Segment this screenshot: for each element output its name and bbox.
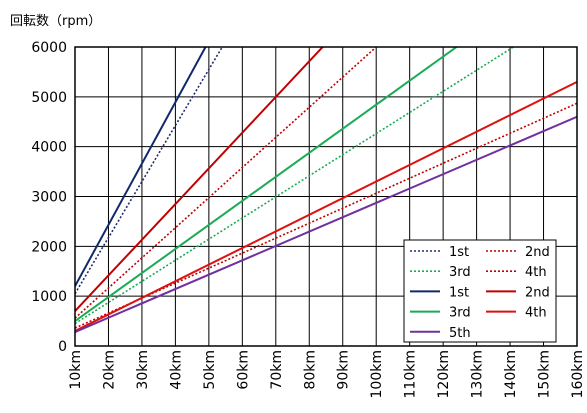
x-tick-label: 60km — [235, 350, 251, 390]
legend-label: 3rd — [449, 265, 471, 280]
series-line-5th-solid — [75, 115, 577, 333]
series-line-1st-dotted — [75, 47, 223, 295]
x-tick-label: 20km — [101, 350, 117, 390]
x-tick-labels: 10km 20km 30km 40km 50km 60km 70km 80km 90km 100k… — [68, 350, 586, 398]
y-tick-label: 3000 — [31, 190, 67, 206]
series-line-3rd-solid — [75, 47, 458, 322]
x-tick-label: 80km — [302, 350, 318, 390]
y-tick-label: 1000 — [31, 289, 67, 305]
legend-label: 5th — [449, 326, 471, 341]
legend-label: 1st — [449, 245, 469, 260]
y-tick-label: 0 — [58, 339, 67, 355]
legend-label: 2nd — [525, 245, 550, 260]
series-line-2nd-solid — [75, 47, 324, 312]
series-line-4th-solid — [75, 80, 577, 332]
legend-label: 4th — [525, 265, 547, 280]
y-tick-labels: 0 1000 2000 3000 4000 5000 6000 — [31, 40, 67, 355]
x-tick-label: 100km — [369, 350, 385, 398]
series-line-2nd-dotted — [75, 47, 377, 319]
x-tick-label: 10km — [68, 350, 84, 390]
x-tick-label: 160km — [570, 350, 586, 398]
x-tick-label: 40km — [168, 350, 184, 390]
x-tick-label: 120km — [436, 350, 452, 398]
y-tick-label: 6000 — [31, 40, 67, 56]
x-tick-label: 150km — [537, 350, 553, 398]
series-group — [75, 47, 577, 333]
series-line-1st-solid — [75, 47, 207, 287]
x-tick-label: 140km — [503, 350, 519, 398]
legend: 1st 2nd 3rd 4th 1st 2nd 3rd 4th 5th — [403, 239, 557, 343]
x-tick-label: 130km — [470, 350, 486, 398]
x-tick-label: 90km — [336, 350, 352, 390]
y-tick-label: 5000 — [31, 90, 67, 106]
y-axis-label: 回転数（rpm） — [10, 14, 101, 29]
legend-label: 3rd — [449, 306, 471, 321]
x-tick-label: 110km — [403, 350, 419, 398]
x-tick-label: 30km — [135, 350, 151, 390]
legend-label: 1st — [449, 285, 469, 300]
legend-label: 2nd — [525, 285, 550, 300]
x-tick-label: 70km — [269, 350, 285, 390]
legend-label: 4th — [525, 306, 547, 321]
x-tick-label: 50km — [202, 350, 218, 390]
y-tick-label: 2000 — [31, 239, 67, 255]
plot-frame — [74, 46, 578, 347]
y-tick-label: 4000 — [31, 140, 67, 156]
